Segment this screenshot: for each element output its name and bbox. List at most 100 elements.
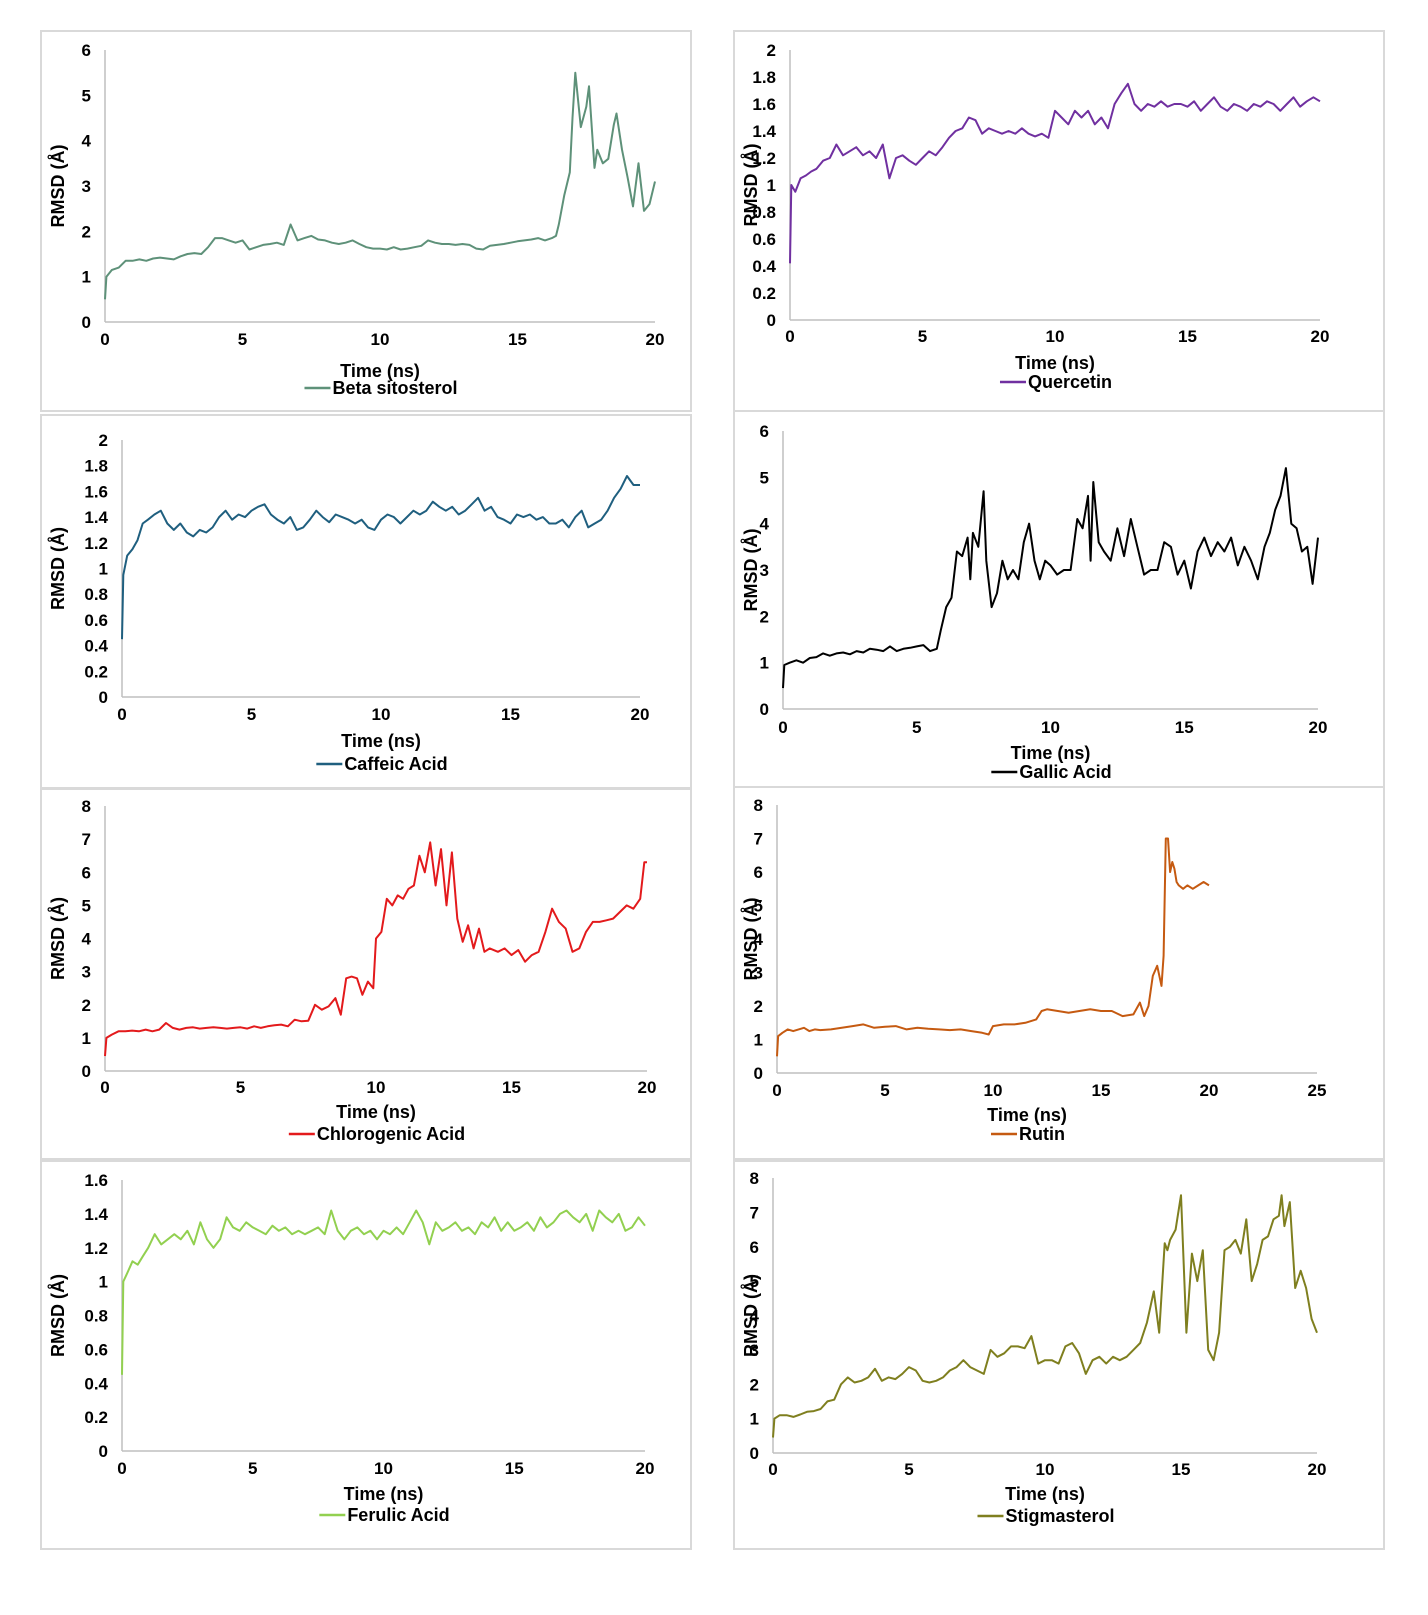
x-tick-label: 10 bbox=[984, 1081, 1003, 1100]
legend-label: Chlorogenic Acid bbox=[317, 1124, 465, 1144]
y-tick-label: 1 bbox=[767, 176, 776, 195]
y-tick-label: 0.4 bbox=[752, 257, 776, 276]
x-tick-label: 10 bbox=[1036, 1460, 1055, 1479]
y-tick-label: 0.2 bbox=[84, 1408, 108, 1427]
y-tick-label: 1 bbox=[760, 654, 769, 673]
y-tick-label: 2 bbox=[754, 997, 763, 1016]
y-tick-label: 6 bbox=[82, 41, 91, 60]
y-tick-label: 6 bbox=[750, 1238, 759, 1257]
y-tick-label: 0.8 bbox=[752, 203, 776, 222]
x-axis-title: Time (ns) bbox=[340, 361, 420, 381]
y-tick-label: 6 bbox=[760, 422, 769, 441]
chart-svg: 0 1 2 3 4 5 6 7 8 0 5 10 15 20 Time (ns) RMSD (Å) Chloro… bbox=[48, 797, 657, 1144]
y-tick-label: 1.6 bbox=[84, 482, 108, 501]
x-axis-title: Time (ns) bbox=[987, 1105, 1067, 1125]
chart-svg: 0 1 2 3 4 5 6 7 8 0 5 10 15 20 25 Time (ns) RMSD (Å) Ruti… bbox=[741, 796, 1327, 1144]
x-tick-label: 5 bbox=[248, 1459, 257, 1478]
y-tick-label: 0 bbox=[99, 1442, 108, 1461]
y-tick-label: 1 bbox=[99, 560, 108, 579]
x-tick-label: 0 bbox=[778, 718, 787, 737]
x-tick-label: 5 bbox=[880, 1081, 889, 1100]
y-tick-label: 1 bbox=[82, 1029, 91, 1048]
y-tick-label: 4 bbox=[82, 132, 92, 151]
y-tick-label: 0 bbox=[82, 313, 91, 332]
y-tick-label: 2 bbox=[760, 607, 769, 626]
y-tick-label: 3 bbox=[82, 963, 91, 982]
chart-panel-ferulic-acid: 0 0.2 0.4 0.6 0.8 1 1.2 1.4 1.6 0 5 10 15 20 Time (ns)… bbox=[40, 1160, 692, 1550]
y-tick-label: 2 bbox=[750, 1375, 759, 1394]
y-tick-label: 0.4 bbox=[84, 1374, 108, 1393]
x-tick-label: 20 bbox=[636, 1459, 655, 1478]
series-line bbox=[772, 1194, 1318, 1438]
y-tick-label: 1.4 bbox=[752, 122, 776, 141]
x-tick-label: 20 bbox=[1308, 1460, 1327, 1479]
chart-svg: 0 1 2 3 4 5 6 0 5 10 15 20 Time (ns) RMSD (Å) Gallic A… bbox=[741, 422, 1328, 782]
y-tick-label: 6 bbox=[82, 863, 91, 882]
legend-label: Caffeic Acid bbox=[344, 754, 447, 774]
x-tick-label: 15 bbox=[501, 705, 520, 724]
y-tick-label: 0.2 bbox=[752, 284, 776, 303]
x-tick-label: 0 bbox=[785, 327, 794, 346]
y-tick-label: 4 bbox=[750, 1307, 760, 1326]
y-tick-label: 0 bbox=[82, 1062, 91, 1081]
y-tick-label: 0 bbox=[767, 311, 776, 330]
x-axis-title: Time (ns) bbox=[341, 731, 421, 751]
legend-label: Gallic Acid bbox=[1019, 762, 1111, 782]
x-tick-label: 20 bbox=[631, 705, 650, 724]
series-line bbox=[121, 1209, 646, 1375]
x-tick-label: 20 bbox=[638, 1078, 657, 1097]
y-tick-label: 4 bbox=[82, 930, 92, 949]
x-tick-label: 0 bbox=[117, 1459, 126, 1478]
y-tick-label: 7 bbox=[750, 1203, 759, 1222]
y-tick-label: 5 bbox=[82, 86, 91, 105]
y-tick-label: 3 bbox=[82, 177, 91, 196]
y-tick-label: 3 bbox=[750, 1341, 759, 1360]
legend-label: Quercetin bbox=[1028, 372, 1112, 392]
y-tick-label: 0 bbox=[750, 1444, 759, 1463]
x-tick-label: 20 bbox=[1309, 718, 1328, 737]
chart-svg: 00.20.40.60.811.21.41.61.820 5 10 15 20Time … bbox=[48, 431, 650, 774]
x-tick-label: 10 bbox=[367, 1078, 386, 1097]
x-tick-label: 15 bbox=[505, 1459, 524, 1478]
x-tick-label: 10 bbox=[372, 705, 391, 724]
x-tick-label: 20 bbox=[646, 330, 665, 349]
legend-label: Rutin bbox=[1019, 1124, 1065, 1144]
series-line bbox=[104, 841, 647, 1057]
x-tick-label: 5 bbox=[238, 330, 247, 349]
legend-label: Beta sitosterol bbox=[332, 378, 457, 398]
y-tick-label: 0.8 bbox=[84, 1307, 108, 1326]
y-axis-title: RMSD (Å) bbox=[48, 1274, 68, 1357]
y-axis-title: RMSD (Å) bbox=[741, 898, 761, 981]
chart-svg: 0 1 2 3 4 5 6 0 5 10 15 20 Time (ns) RMSD (Å) Beta sit… bbox=[48, 41, 665, 398]
y-tick-label: 1.8 bbox=[752, 68, 776, 87]
y-tick-label: 1 bbox=[82, 268, 91, 287]
x-tick-label: 15 bbox=[508, 330, 527, 349]
y-tick-label: 0.6 bbox=[84, 1340, 108, 1359]
series-line bbox=[776, 837, 1210, 1057]
y-tick-label: 0.6 bbox=[84, 611, 108, 630]
y-axis-title: RMSD (Å) bbox=[741, 144, 761, 227]
y-tick-label: 5 bbox=[760, 468, 769, 487]
y-tick-label: 5 bbox=[754, 897, 763, 916]
y-tick-label: 8 bbox=[754, 796, 763, 815]
y-tick-label: 8 bbox=[750, 1169, 759, 1188]
y-tick-label: 1.2 bbox=[84, 534, 108, 553]
y-axis-title: RMSD (Å) bbox=[48, 897, 68, 980]
series-line bbox=[789, 82, 1321, 264]
x-axis-title: Time (ns) bbox=[336, 1102, 416, 1122]
x-axis-title: Time (ns) bbox=[1005, 1484, 1085, 1504]
series-line bbox=[782, 467, 1319, 689]
y-tick-label: 1.4 bbox=[84, 1205, 108, 1224]
chart-panel-chlorogenic-acid: 0 1 2 3 4 5 6 7 8 0 5 10 15 20 Time (ns) RMSD (Å) Chloro… bbox=[40, 788, 692, 1160]
x-tick-label: 25 bbox=[1308, 1081, 1327, 1100]
y-tick-label: 8 bbox=[82, 797, 91, 816]
x-tick-label: 15 bbox=[502, 1078, 521, 1097]
x-axis-title: Time (ns) bbox=[1011, 743, 1091, 763]
y-tick-label: 2 bbox=[767, 41, 776, 60]
x-tick-label: 15 bbox=[1092, 1081, 1111, 1100]
x-tick-label: 0 bbox=[100, 330, 109, 349]
x-tick-label: 10 bbox=[371, 330, 390, 349]
x-tick-label: 5 bbox=[904, 1460, 913, 1479]
y-tick-label: 2 bbox=[82, 222, 91, 241]
y-tick-label: 0.8 bbox=[84, 585, 108, 604]
